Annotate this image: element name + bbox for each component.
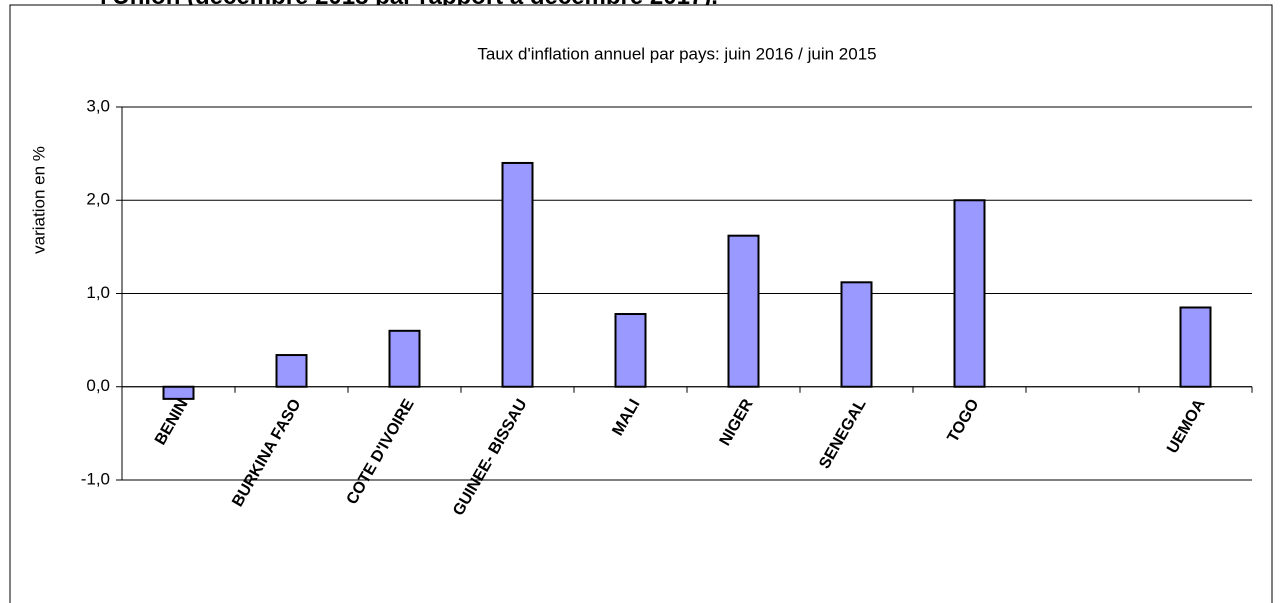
- bar: [614, 313, 647, 388]
- y-tick-label: 0,0: [86, 376, 110, 395]
- bar: [727, 234, 760, 388]
- bar: [275, 354, 308, 388]
- y-tick-label: 3,0: [86, 96, 110, 115]
- y-tick-label: 2,0: [86, 190, 110, 209]
- y-tick-label: -1,0: [81, 469, 110, 488]
- bar: [953, 199, 986, 388]
- bar: [1179, 306, 1212, 388]
- bar: [501, 161, 534, 388]
- bar: [388, 329, 421, 388]
- y-axis-label: variation en %: [29, 146, 48, 254]
- bar: [162, 385, 195, 400]
- y-tick-label: 1,0: [86, 283, 110, 302]
- bar: [840, 281, 873, 388]
- chart-frame: [9, 4, 1273, 603]
- chart-title: Taux d'inflation annuel par pays: juin 2…: [477, 44, 876, 63]
